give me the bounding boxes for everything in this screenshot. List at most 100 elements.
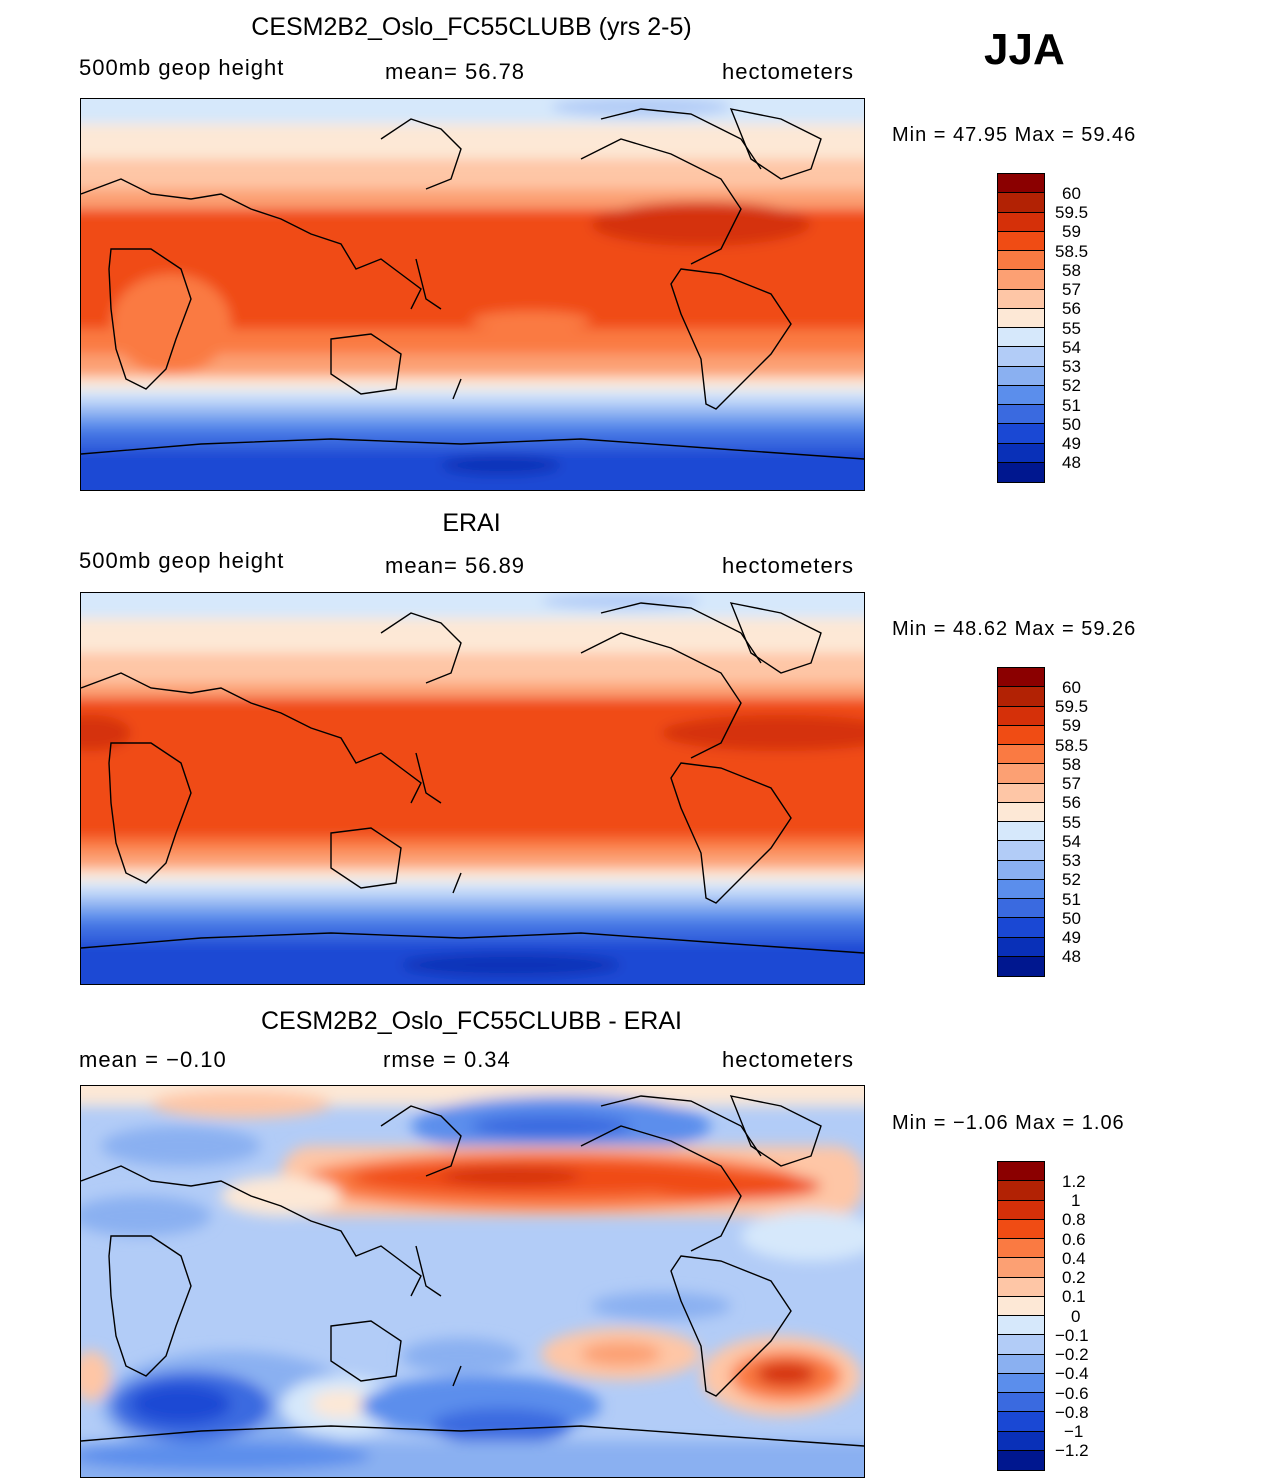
colorbar-swatch [998, 251, 1044, 271]
colorbar-swatch [998, 1200, 1044, 1220]
panel1-units-label: hectometers [722, 59, 855, 84]
colorbar-tick-label: 57 [1062, 774, 1081, 793]
colorbar-swatch [998, 725, 1044, 745]
colorbar-tick-label: 56 [1062, 299, 1081, 318]
model-geopotential-height-map [80, 98, 865, 491]
colorbar-tick-label: 49 [1062, 928, 1081, 947]
colorbar-tick-label: 0.8 [1062, 1210, 1086, 1229]
colorbar-tick-label: 60 [1062, 678, 1081, 697]
colorbar-tick-label: 52 [1062, 376, 1081, 395]
colorbar-tick-label: 58.5 [1055, 242, 1089, 261]
colorbar-tick-label: 48 [1062, 453, 1081, 472]
colorbar-tick-label: −0.2 [1055, 1345, 1089, 1364]
colorbar-swatch [998, 443, 1044, 463]
colorbar-swatch [998, 462, 1044, 482]
colorbar-tick-label: −0.4 [1055, 1364, 1089, 1383]
panel1-colorbar [997, 173, 1045, 483]
colorbar-swatch [998, 956, 1044, 976]
panel3-mean-label: mean = −0.10 [79, 1047, 227, 1072]
colorbar-tick-label: 55 [1062, 319, 1081, 338]
colorbar-tick-label: 0.1 [1062, 1287, 1086, 1306]
colorbar-tick-label: 1 [1071, 1191, 1081, 1210]
colorbar-swatch [998, 231, 1044, 251]
panel2-title: ERAI [442, 509, 501, 537]
colorbar-tick-label: 58 [1062, 755, 1081, 774]
colorbar-swatch [998, 1373, 1044, 1393]
colorbar-swatch [998, 308, 1044, 328]
colorbar-swatch [998, 347, 1044, 367]
colorbar-swatch [998, 706, 1044, 726]
colorbar-tick-label: 58 [1062, 261, 1081, 280]
colorbar-swatch [998, 1431, 1044, 1451]
colorbar-swatch [998, 385, 1044, 405]
colorbar-swatch [998, 405, 1044, 425]
panel3-units-label: hectometers [722, 1047, 855, 1072]
colorbar-swatch [998, 1296, 1044, 1316]
colorbar-tick-label: 59 [1062, 716, 1081, 735]
colorbar-swatch [998, 879, 1044, 899]
colorbar-swatch [998, 802, 1044, 822]
panel3-minmax: Min = −1.06 Max = 1.06 [892, 1112, 1125, 1134]
colorbar-swatch [998, 841, 1044, 861]
panel3-colorbar [997, 1161, 1045, 1471]
colorbar-tick-label: −0.8 [1055, 1403, 1089, 1422]
colorbar-tick-label: 49 [1062, 434, 1081, 453]
panel2-mean-label: mean= 56.89 [385, 553, 526, 578]
colorbar-swatch [998, 1239, 1044, 1259]
colorbar-swatch [998, 764, 1044, 784]
panel3-title: CESM2B2_Oslo_FC55CLUBB - ERAI [261, 1007, 682, 1035]
colorbar-tick-label: 51 [1062, 396, 1081, 415]
colorbar-tick-label: 0.2 [1062, 1268, 1086, 1287]
colorbar-swatch [998, 1258, 1044, 1278]
colorbar-swatch [998, 860, 1044, 880]
colorbar-swatch [998, 1354, 1044, 1374]
colorbar-swatch [998, 1219, 1044, 1239]
colorbar-swatch [998, 1316, 1044, 1336]
colorbar-swatch [998, 1162, 1044, 1182]
colorbar-tick-label: 56 [1062, 793, 1081, 812]
panel1-mean-label: mean= 56.78 [385, 59, 526, 84]
panel2-minmax: Min = 48.62 Max = 59.26 [892, 618, 1137, 640]
colorbar-swatch [998, 1277, 1044, 1297]
panel1-minmax: Min = 47.95 Max = 59.46 [892, 124, 1137, 146]
colorbar-tick-label: 53 [1062, 357, 1081, 376]
colorbar-tick-label: 0.4 [1062, 1249, 1086, 1268]
colorbar-tick-label: 50 [1062, 909, 1081, 928]
colorbar-tick-label: 51 [1062, 890, 1081, 909]
colorbar-tick-label: 52 [1062, 870, 1081, 889]
colorbar-swatch [998, 1450, 1044, 1470]
colorbar-tick-label: 59.5 [1055, 697, 1089, 716]
panel2-colorbar [997, 667, 1045, 977]
colorbar-swatch [998, 424, 1044, 444]
colorbar-swatch [998, 822, 1044, 842]
colorbar-tick-label: 57 [1062, 280, 1081, 299]
colorbar-swatch [998, 1393, 1044, 1413]
colorbar-tick-label: 58.5 [1055, 736, 1089, 755]
colorbar-swatch [998, 270, 1044, 290]
colorbar-tick-label: −1.2 [1055, 1441, 1089, 1460]
colorbar-swatch [998, 745, 1044, 765]
colorbar-swatch [998, 899, 1044, 919]
colorbar-swatch [998, 174, 1044, 194]
panel1-title: CESM2B2_Oslo_FC55CLUBB (yrs 2-5) [251, 13, 692, 41]
colorbar-tick-label: 59.5 [1055, 203, 1089, 222]
colorbar-tick-label: 0.6 [1062, 1230, 1086, 1249]
colorbar-tick-label: −0.6 [1055, 1384, 1089, 1403]
colorbar-swatch [998, 1181, 1044, 1201]
colorbar-tick-label: 0 [1071, 1307, 1081, 1326]
colorbar-tick-label: 50 [1062, 415, 1081, 434]
colorbar-tick-label: 1.2 [1062, 1172, 1086, 1191]
panel2-units-label: hectometers [722, 553, 855, 578]
colorbar-swatch [998, 212, 1044, 232]
colorbar-tick-label: 55 [1062, 813, 1081, 832]
colorbar-swatch [998, 668, 1044, 688]
season-label: JJA [984, 25, 1065, 74]
colorbar-swatch [998, 366, 1044, 386]
colorbar-swatch [998, 328, 1044, 348]
panel3-rmse-label: rmse = 0.34 [383, 1047, 511, 1072]
colorbar-tick-label: −0.1 [1055, 1326, 1089, 1345]
colorbar-swatch [998, 687, 1044, 707]
colorbar-swatch [998, 937, 1044, 957]
observed-geopotential-height-map [80, 592, 865, 985]
difference-map [80, 1085, 865, 1478]
